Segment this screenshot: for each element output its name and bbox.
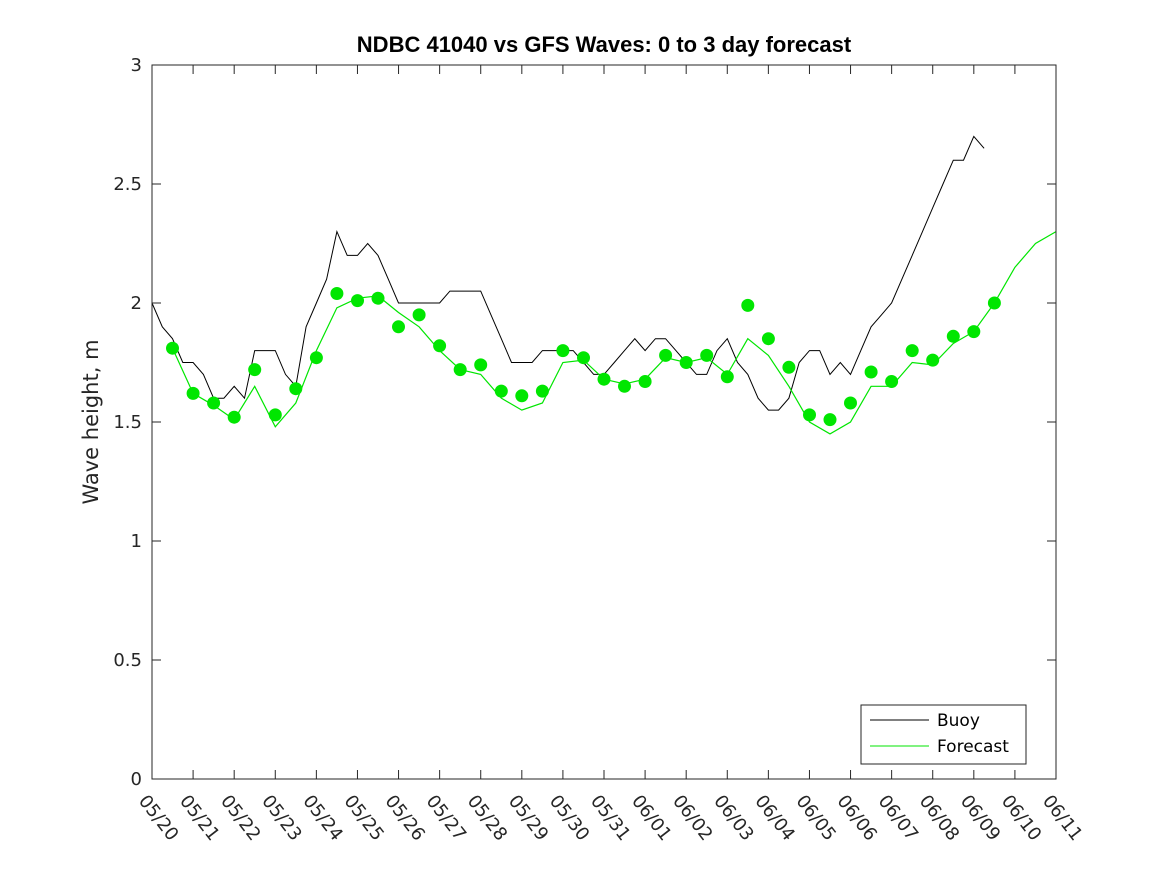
forecast-point [659, 348, 673, 362]
forecast-point [453, 363, 467, 377]
forecast-point [905, 344, 919, 358]
x-tick-label: 05/25 [340, 791, 388, 845]
x-tick-label: 06/10 [997, 791, 1045, 845]
forecast-point [720, 370, 734, 384]
x-tick-label: 05/28 [463, 791, 511, 845]
x-tick-label: 05/31 [586, 791, 634, 845]
forecast-point [700, 348, 714, 362]
x-tick-label: 06/05 [792, 791, 840, 845]
forecast-point [946, 329, 960, 343]
forecast-series [171, 231, 1057, 435]
forecast-point [330, 287, 344, 300]
x-tick-label: 06/03 [709, 791, 757, 845]
forecast-point [679, 356, 693, 369]
x-tick-label: 05/30 [545, 791, 593, 845]
forecast-point [412, 308, 426, 322]
legend-box [860, 704, 1027, 765]
x-tick-label: 05/27 [422, 791, 470, 845]
x-tick-label: 06/02 [668, 791, 716, 845]
x-tick-label: 05/21 [175, 791, 223, 845]
forecast-point [268, 408, 282, 422]
forecast-point [474, 358, 488, 372]
forecast-markers [166, 287, 1001, 427]
y-axis-ticks: 0 0.5 1 1.5 2 2.5 3 [113, 55, 1056, 790]
forecast-point [227, 410, 241, 424]
forecast-line [171, 231, 1057, 435]
x-tick-label: 06/07 [874, 791, 922, 845]
x-tick-label: 05/29 [504, 791, 552, 845]
y-tick-label: 0 [131, 769, 142, 790]
forecast-point [535, 384, 549, 398]
forecast-point [638, 375, 652, 388]
forecast-point [967, 325, 981, 339]
legend-label-forecast: Forecast [937, 737, 1009, 757]
y-axis-label: Wave height, m [79, 339, 103, 504]
forecast-point [823, 413, 837, 427]
forecast-point [166, 341, 179, 355]
x-tick-label: 06/09 [956, 791, 1004, 845]
forecast-point [761, 332, 775, 346]
y-tick-label: 3 [131, 55, 142, 76]
x-tick-label: 05/26 [381, 791, 429, 845]
forecast-point [885, 375, 899, 388]
forecast-point [351, 294, 364, 308]
x-tick-label: 05/22 [216, 791, 264, 845]
forecast-point [371, 291, 385, 305]
plot-area [152, 65, 1056, 779]
x-tick-label: 06/11 [1038, 791, 1086, 845]
forecast-point [556, 344, 570, 358]
x-tick-label: 06/08 [915, 791, 963, 845]
forecast-point [597, 372, 611, 386]
x-tick-label: 06/04 [750, 791, 798, 845]
forecast-point [494, 384, 508, 398]
forecast-point [392, 320, 405, 334]
legend: Buoy Forecast [860, 704, 1027, 765]
forecast-point [741, 298, 755, 312]
forecast-point [186, 386, 200, 400]
y-tick-label: 0.5 [113, 650, 142, 671]
forecast-point [577, 351, 590, 365]
x-tick-label: 06/06 [833, 791, 881, 845]
forecast-point [309, 351, 323, 365]
forecast-point [289, 382, 303, 396]
forecast-point [618, 379, 631, 393]
x-tick-label: 05/20 [134, 791, 182, 845]
chart-title: NDBC 41040 vs GFS Waves: 0 to 3 day fore… [357, 32, 852, 57]
forecast-point [864, 365, 878, 379]
forecast-point [987, 296, 1001, 310]
forecast-point [248, 363, 262, 377]
forecast-point [433, 339, 447, 353]
forecast-point [926, 353, 940, 367]
y-tick-label: 1 [131, 531, 142, 552]
x-tick-label: 05/23 [257, 791, 305, 845]
x-tick-label: 05/24 [298, 791, 346, 845]
forecast-point [803, 408, 816, 422]
y-tick-label: 2 [131, 293, 142, 314]
forecast-point [844, 396, 857, 410]
y-tick-label: 2.5 [113, 174, 142, 195]
forecast-point [207, 396, 221, 410]
y-tick-label: 1.5 [113, 412, 142, 433]
x-tick-label: 06/01 [627, 791, 675, 845]
legend-label-buoy: Buoy [937, 711, 980, 731]
forecast-point [782, 360, 796, 374]
forecast-point [515, 389, 529, 403]
